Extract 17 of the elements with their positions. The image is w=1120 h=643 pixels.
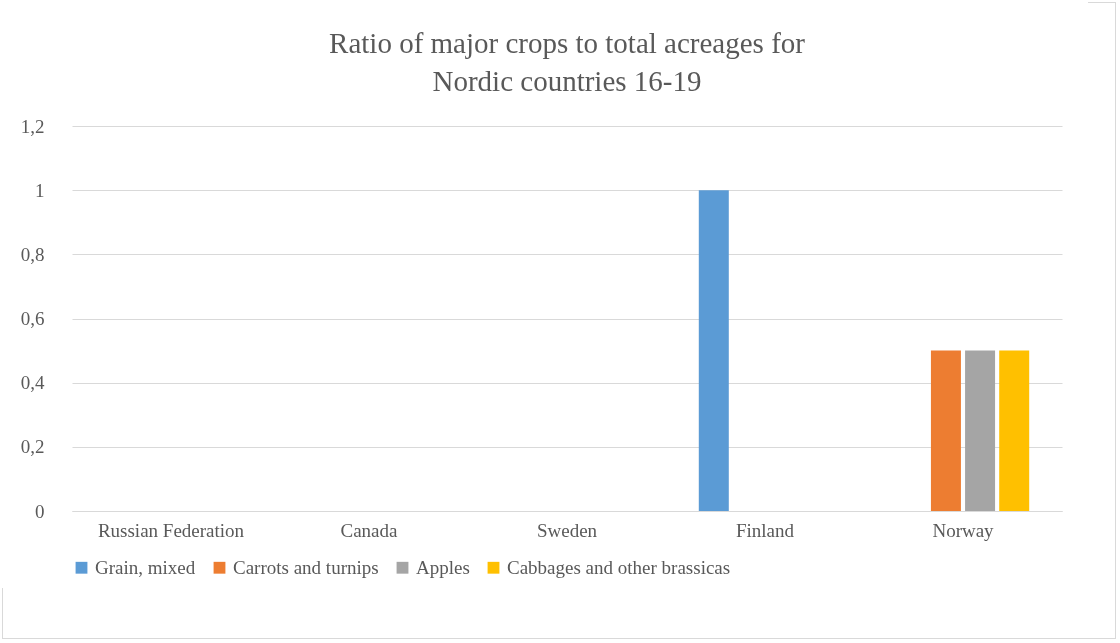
y-tick-label: 0,8 [20, 243, 45, 265]
chart-title: Ratio of major crops to total acreages for Nordic countries 16-19 [329, 27, 806, 97]
x-tick-label: Sweden [536, 519, 598, 541]
legend-label: Carrots and turnips [233, 556, 379, 578]
x-tick-label: Canada [340, 519, 399, 541]
legend-label: Grain, mixed [95, 556, 196, 578]
x-tick-label: Russian Federation [97, 519, 245, 541]
legend-label: Apples [416, 556, 470, 578]
y-tick-label: 0,4 [20, 372, 45, 394]
legend-label: Cabbages and other brassicas [507, 556, 731, 578]
x-tick-label: Norway [932, 519, 995, 541]
y-tick-label: 0,2 [20, 436, 45, 458]
y-tick-label: 1 [35, 179, 45, 201]
y-tick-label: 0,6 [20, 308, 45, 329]
y-tick-label: 0 [35, 500, 45, 522]
y-tick-label: 1,2 [20, 115, 45, 137]
x-tick-label: Finland [735, 519, 795, 541]
